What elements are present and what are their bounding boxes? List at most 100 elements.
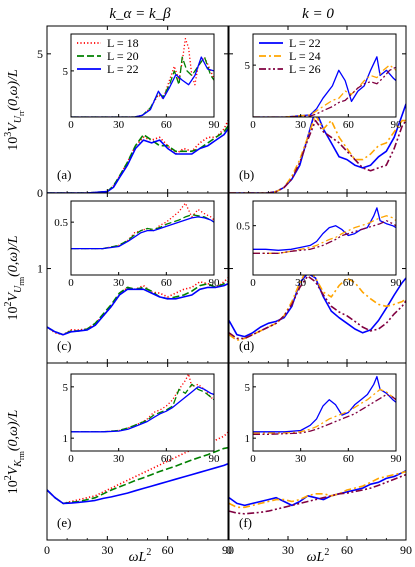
panel-c-series	[47, 277, 228, 336]
col-title-right: k = 0	[302, 6, 334, 22]
inset-series-line-b-L22	[253, 56, 396, 117]
panel-label: (e)	[57, 515, 71, 530]
x-tick-label: 90	[222, 543, 234, 557]
x-axis-label: ωL2	[307, 547, 330, 565]
panel-b: (b) 0 30 60 90 5 L = 22L = 24L = 26	[228, 25, 407, 194]
x-tick-label: 0	[44, 543, 50, 557]
inset-series-line-c-L20	[71, 214, 214, 250]
inset-y-tick-label: 0.5	[236, 221, 250, 233]
inset-x-tick-label: 90	[391, 277, 403, 289]
inset-x-tick-label: 60	[343, 277, 355, 289]
series-line-b-L26	[229, 119, 406, 193]
series-line-a-L18	[47, 120, 228, 193]
series-line-c-L18	[47, 277, 228, 336]
inset-y-tick-label: 1	[245, 433, 251, 445]
col-title-left: k_α = k_β	[109, 6, 171, 22]
inset-x-tick-label: 90	[209, 453, 221, 465]
inset-e: 0 30 60 90 1 5	[63, 373, 221, 465]
legend-label: L = 20	[107, 49, 139, 63]
legend-label: L = 22	[289, 36, 321, 50]
inset-a-series	[71, 37, 214, 117]
panel-a: 0 5 (a) 0 30 60 90 5 L = 18L = 20L = 22	[37, 25, 229, 200]
inset-series-line-c-L18	[71, 202, 214, 250]
panel-label: (b)	[239, 167, 254, 182]
series-line-e-L20	[47, 446, 228, 505]
axis-labels: 103VUrr(0,ω)/L 102VUrm(0,ω)/L 102VKrm(0,ω)…	[3, 69, 329, 565]
x-tick-label: 60	[162, 543, 174, 557]
inset-y-tick-label: 5	[245, 60, 251, 72]
inset-x-tick-label: 30	[295, 277, 307, 289]
inset-series-line-e-L18	[71, 374, 214, 433]
y-axis-label: 102VUrm(0,ω)/L	[3, 235, 26, 320]
inset-e-series	[71, 374, 214, 433]
series-line-a-L22	[47, 128, 228, 193]
panel-d-series	[229, 267, 406, 342]
x-tick-label: 90	[400, 543, 412, 557]
inset-series-line-d-L22	[253, 207, 396, 251]
panel-a-series	[47, 120, 228, 193]
inset-y-tick-label: 5	[63, 382, 69, 394]
inset-x-tick-label: 60	[343, 119, 355, 131]
panel-d: (d) 0 30 60 90 0.5	[228, 192, 407, 364]
inset-series-line-e-L20	[71, 383, 214, 433]
inset-x-tick-label: 0	[68, 119, 74, 131]
inset-series-line-a-L22	[71, 56, 214, 117]
inset-b-frame	[252, 33, 397, 118]
inset-x-tick-label: 60	[161, 119, 173, 131]
inset-x-tick-label: 90	[391, 119, 403, 131]
panel-label: (d)	[239, 338, 254, 353]
inset-series-line-b-L24	[253, 64, 396, 117]
panel-f: 0 30 60 90 (f) 0 30 60 90 1 5	[226, 362, 412, 557]
inset-y-tick-label: 5	[63, 66, 69, 78]
legend-a: L = 18L = 20L = 22	[77, 36, 139, 76]
y-tick-label: 1	[37, 262, 43, 276]
panel-f-series	[229, 469, 406, 515]
inset-x-tick-label: 30	[295, 453, 307, 465]
inset-series-line-d-L26	[253, 220, 396, 254]
inset-series-line-a-L20	[71, 56, 214, 117]
inset-c-series	[71, 202, 214, 250]
inset-y-tick-label: 0.5	[54, 217, 68, 229]
inset-y-tick-label: 1	[63, 433, 69, 445]
series-line-e-L22	[47, 463, 228, 505]
column-titles: k_α = k_β k = 0	[109, 6, 334, 22]
inset-b-series	[253, 56, 396, 117]
y-axis-label: 103VUrr(0,ω)/L	[3, 69, 26, 151]
panel-c: 1 (c) 0 30 60 90 0.5	[37, 192, 229, 364]
inset-c: 0 30 60 90 0.5	[54, 200, 220, 289]
inset-f: 0 30 60 90 1 5	[245, 373, 402, 465]
series-line-d-L26	[229, 275, 406, 340]
x-tick-label: 30	[101, 543, 113, 557]
inset-d: 0 30 60 90 0.5	[236, 200, 403, 289]
x-tick-label: 30	[282, 543, 294, 557]
inset-b: 0 30 60 90 5	[245, 33, 403, 131]
inset-x-tick-label: 30	[295, 119, 307, 131]
legend-label: L = 18	[107, 36, 139, 50]
x-tick-label: 60	[341, 543, 353, 557]
inset-x-tick-label: 30	[113, 277, 125, 289]
panel-label: (c)	[57, 338, 71, 353]
series-line-f-L24	[229, 470, 406, 509]
inset-series-line-b-L26	[253, 66, 396, 117]
inset-x-tick-label: 30	[113, 119, 125, 131]
inset-x-tick-label: 90	[209, 119, 221, 131]
inset-f-series	[253, 375, 396, 435]
inset-a: 0 30 60 90 5	[63, 33, 221, 131]
panel-label: (a)	[57, 167, 71, 182]
legend-label: L = 26	[289, 62, 321, 76]
inset-series-line-c-L22	[71, 216, 214, 250]
panel-e-frame	[46, 362, 229, 541]
inset-c-frame	[70, 200, 215, 276]
inset-d-frame	[252, 200, 397, 276]
series-line-c-L22	[47, 282, 228, 336]
x-axis-label: ωL2	[129, 547, 152, 565]
inset-x-tick-label: 0	[250, 277, 256, 289]
series-line-f-L26	[229, 473, 406, 515]
y-axis-label: 102VKrm(0,ω)/L	[3, 410, 26, 495]
panel-f-frame	[228, 362, 407, 541]
panel-e: 0 30 60 90 (e) 0 30 60 90 1 5	[44, 362, 234, 557]
x-tick-label: 0	[226, 543, 232, 557]
inset-x-tick-label: 0	[68, 453, 74, 465]
